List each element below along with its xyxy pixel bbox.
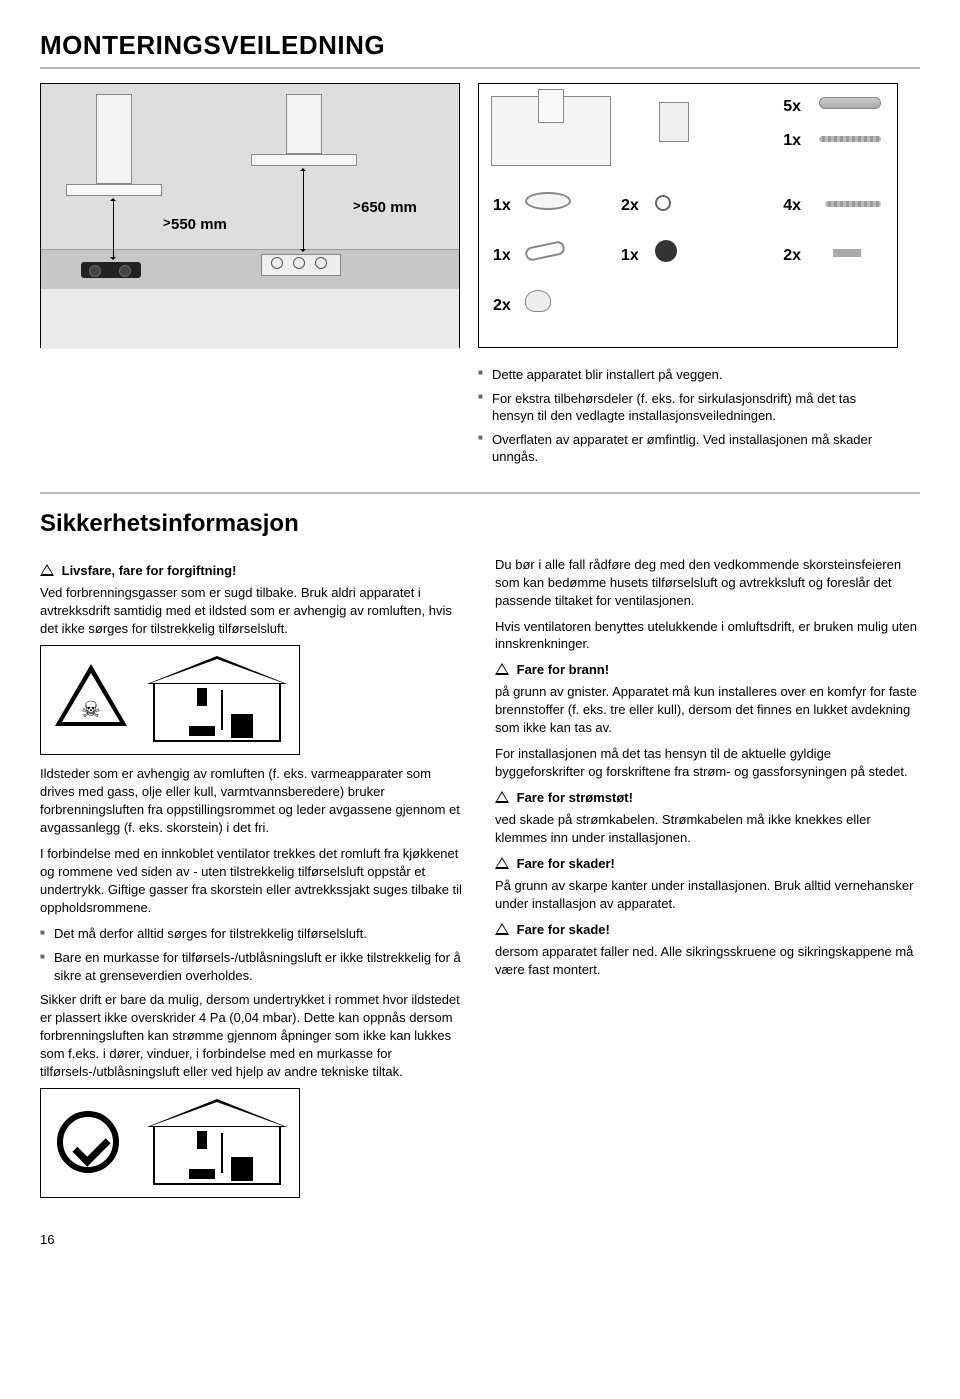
left-column: Livsfare, fare for forgiftning! Ved forb…	[40, 556, 465, 1209]
warning-heading: Fare for brann!	[495, 661, 920, 679]
note-item: Dette apparatet blir installert på vegge…	[478, 366, 898, 384]
qty-1x: 1x	[621, 247, 639, 265]
body-text: Sikker drift er bare da mulig, dersom un…	[40, 991, 465, 1081]
body-text: Ved forbrenningsgasser som er sugd tilba…	[40, 584, 465, 638]
qty-1x: 1x	[493, 247, 511, 265]
note-item: Overflaten av apparatet er ømfintlig. Ve…	[478, 431, 898, 466]
body-text: I forbindelse med en innkoblet ventilato…	[40, 845, 465, 917]
warning-triangle-icon	[495, 791, 509, 803]
qty-2x: 2x	[783, 247, 801, 265]
body-text: På grunn av skarpe kanter under installa…	[495, 877, 920, 913]
qty-5x: 5x	[783, 98, 801, 116]
qty-2x: 2x	[493, 297, 511, 315]
bullet-item: Det må derfor alltid sørges for tilstrek…	[40, 925, 465, 943]
page-title: MONTERINGSVEILEDNING	[40, 30, 920, 61]
bullet-list: Det må derfor alltid sørges for tilstrek…	[40, 925, 465, 985]
qty-1x: 1x	[493, 197, 511, 215]
warning-triangle-icon	[495, 923, 509, 935]
qty-2x: 2x	[621, 197, 639, 215]
warning-triangle-icon	[495, 663, 509, 675]
warning-heading: Fare for strømstøt!	[495, 789, 920, 807]
figure-notes: Dette apparatet blir installert på vegge…	[478, 366, 898, 466]
qty-1x: 1x	[783, 132, 801, 150]
warning-heading: Livsfare, fare for forgiftning!	[40, 562, 465, 580]
body-text: dersom apparatet faller ned. Alle sikrin…	[495, 943, 920, 979]
right-column: Du bør i alle fall rådføre deg med den v…	[495, 556, 920, 1209]
content-columns: Livsfare, fare for forgiftning! Ved forb…	[40, 556, 920, 1209]
warning-heading-text: Fare for brann!	[517, 662, 609, 677]
warning-heading-text: Livsfare, fare for forgiftning!	[62, 563, 237, 578]
body-text: ved skade på strømkabelen. Strømkabelen …	[495, 811, 920, 847]
warning-triangle-icon	[495, 857, 509, 869]
figure-row: > 550 mm > 650 mm 5x 1x 1x 2x 4x	[40, 83, 920, 348]
warning-heading-text: Fare for skade!	[517, 922, 610, 937]
bullet-item: Bare en murkasse for tilførsels-/utblåsn…	[40, 949, 465, 985]
body-text: For installasjonen må det tas hensyn til…	[495, 745, 920, 781]
warning-triangle-icon	[40, 564, 54, 576]
warning-heading-text: Fare for strømstøt!	[517, 790, 633, 805]
warning-heading-text: Fare for skader!	[517, 856, 615, 871]
qty-4x: 4x	[783, 197, 801, 215]
figure-clearances: > 550 mm > 650 mm	[40, 83, 460, 348]
body-text: Ildsteder som er avhengig av romluften (…	[40, 765, 465, 837]
body-text: Du bør i alle fall rådføre deg med den v…	[495, 556, 920, 610]
geq-symbol: >	[163, 215, 171, 230]
warning-heading: Fare for skade!	[495, 921, 920, 939]
checkmark-icon	[57, 1111, 119, 1173]
page-number: 16	[40, 1232, 920, 1247]
section-rule	[40, 492, 920, 494]
body-text: på grunn av gnister. Apparatet må kun in…	[495, 683, 920, 737]
title-rule	[40, 67, 920, 69]
danger-figure: ☠	[40, 645, 300, 755]
geq-symbol: >	[353, 198, 361, 213]
skull-icon: ☠	[81, 695, 101, 725]
clearance-650: 650 mm	[361, 199, 417, 216]
section-title-safety: Sikkerhetsinformasjon	[40, 510, 920, 538]
warning-heading: Fare for skader!	[495, 855, 920, 873]
note-item: For ekstra tilbehørsdeler (f. eks. for s…	[478, 390, 898, 425]
clearance-550: 550 mm	[171, 216, 227, 233]
body-text: Hvis ventilatoren benyttes utelukkende i…	[495, 618, 920, 654]
figure-parts: 5x 1x 1x 2x 4x 1x 1x 2x 2x	[478, 83, 898, 348]
ok-figure	[40, 1088, 300, 1198]
